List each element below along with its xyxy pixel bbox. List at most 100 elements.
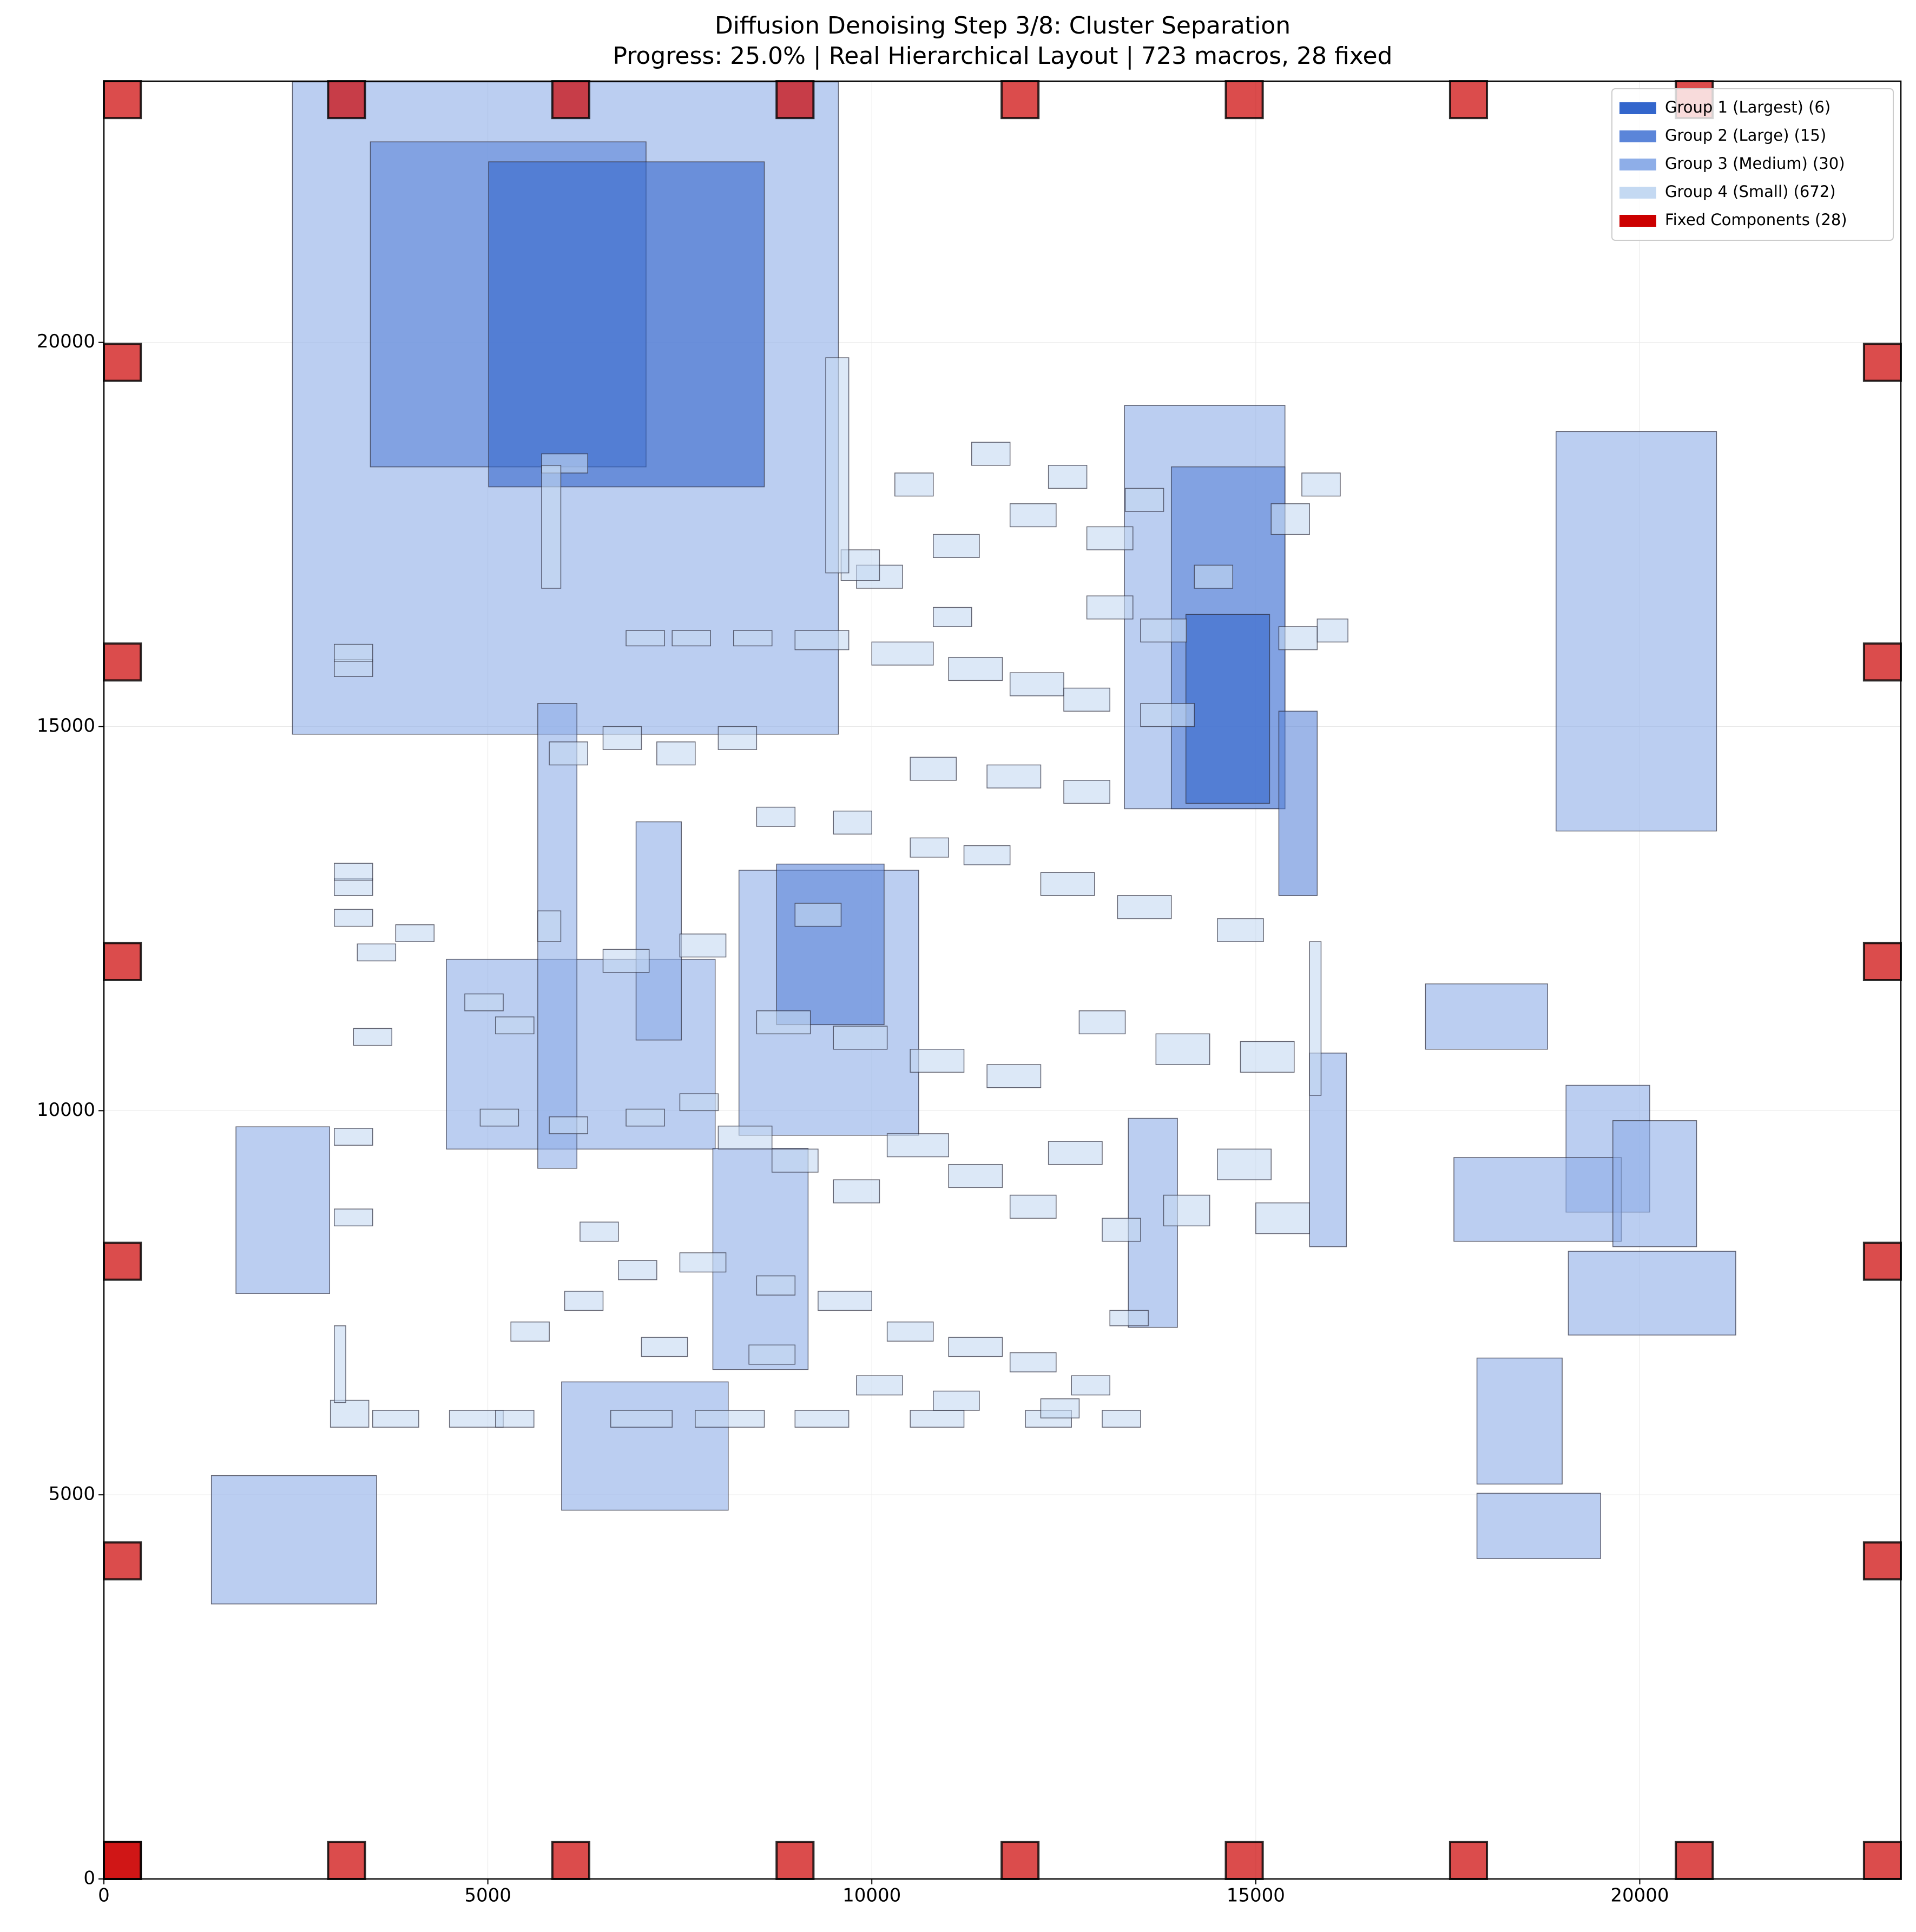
- legend-swatch: [1619, 215, 1656, 227]
- macro: [1476, 1357, 1563, 1485]
- macro: [971, 442, 1011, 466]
- fixed-component: [103, 1241, 142, 1281]
- macro: [564, 1291, 604, 1311]
- legend-box: [1611, 88, 1894, 241]
- macro: [695, 1410, 765, 1428]
- macro: [1270, 503, 1310, 535]
- macro: [626, 1108, 665, 1127]
- macro: [537, 910, 562, 942]
- macro: [1124, 488, 1164, 512]
- y-tick-label: 20000: [37, 331, 95, 352]
- macro: [1048, 1141, 1103, 1165]
- fixed-component: [775, 80, 815, 120]
- y-tick-label: 15000: [37, 715, 95, 737]
- macro: [1278, 626, 1318, 650]
- macro: [1117, 895, 1172, 919]
- fixed-component: [1862, 343, 1902, 382]
- macro: [510, 1321, 550, 1342]
- macro: [1163, 1194, 1210, 1227]
- fixed-component: [103, 642, 142, 682]
- macro: [549, 1116, 588, 1134]
- macro: [464, 993, 504, 1011]
- fixed-component: [551, 1841, 590, 1881]
- macro: [1301, 472, 1341, 497]
- macro: [353, 1028, 392, 1046]
- macro: [561, 1381, 729, 1511]
- axes-layer: 0 5000 10000 15000 20000 0 5000 10000 15000 20000: [37, 331, 1669, 1906]
- fixed-component: [1000, 80, 1040, 120]
- macro: [1568, 1251, 1736, 1336]
- macro: [771, 1148, 819, 1173]
- macro: [1240, 1041, 1295, 1073]
- x-tick-label: 0: [98, 1885, 110, 1907]
- macro: [833, 810, 872, 835]
- macro: [910, 757, 957, 781]
- macro: [756, 806, 796, 827]
- marks-layer: [103, 80, 1902, 1881]
- macro: [1009, 1352, 1057, 1372]
- macro: [626, 630, 665, 647]
- macro: [541, 465, 562, 589]
- fixed-component: [327, 1841, 366, 1881]
- fixed-component: [1862, 1541, 1902, 1581]
- macro: [948, 656, 1003, 681]
- y-tick-label: 10000: [37, 1099, 95, 1121]
- macro: [933, 1390, 980, 1411]
- macro: [635, 821, 682, 1041]
- macro: [894, 472, 934, 497]
- macro: [1040, 872, 1095, 896]
- macro: [1071, 1375, 1110, 1396]
- macro: [717, 726, 758, 750]
- macro: [1278, 711, 1318, 896]
- fixed-component: [103, 343, 142, 382]
- legend-swatch: [1619, 159, 1656, 170]
- macro: [910, 1049, 965, 1073]
- macro: [602, 726, 642, 750]
- fixed-component: [775, 1841, 815, 1881]
- macro: [334, 863, 373, 881]
- fixed-component: [1224, 80, 1264, 120]
- macro: [1217, 918, 1264, 942]
- fixed-component: [1862, 1241, 1902, 1281]
- macro: [334, 1325, 346, 1403]
- macro: [756, 1275, 796, 1296]
- macro: [794, 1410, 850, 1428]
- macro: [1040, 1398, 1080, 1418]
- macro: [1102, 1410, 1141, 1428]
- macro: [933, 607, 972, 627]
- macro: [1009, 1194, 1057, 1219]
- fixed-component: [1862, 1841, 1902, 1881]
- legend-label: Fixed Components (28): [1665, 211, 1847, 229]
- macro: [948, 1337, 1003, 1357]
- fixed-component: [1862, 942, 1902, 982]
- fixed-component: [1448, 1841, 1489, 1881]
- macro: [910, 837, 949, 858]
- fixed-component: [1675, 1841, 1714, 1881]
- macro: [986, 764, 1042, 788]
- macro: [372, 1410, 419, 1428]
- macro: [580, 1221, 619, 1242]
- y-tick-label: 0: [83, 1868, 95, 1889]
- macro: [334, 878, 373, 896]
- fixed-component: [103, 1541, 142, 1581]
- macro: [449, 1410, 504, 1428]
- x-tick-label: 20000: [1610, 1885, 1669, 1907]
- macro: [986, 1064, 1042, 1088]
- macro: [748, 1344, 796, 1365]
- macro: [1009, 672, 1064, 696]
- chart-subtitle: Progress: 25.0% | Real Hierarchical Layo…: [613, 42, 1393, 70]
- macro: [1078, 1010, 1126, 1035]
- macro: [712, 1148, 809, 1370]
- chart-title: Diffusion Denoising Step 3/8: Cluster Se…: [715, 12, 1290, 40]
- macro: [671, 630, 711, 647]
- macro: [334, 1208, 373, 1227]
- y-tick-label: 5000: [48, 1483, 95, 1505]
- plot-frame: [103, 80, 1902, 1880]
- macro: [1425, 983, 1548, 1050]
- fixed-component: [1000, 1841, 1040, 1881]
- macro: [679, 1093, 719, 1112]
- macro: [717, 1125, 773, 1150]
- macro: [1086, 595, 1134, 620]
- macro: [948, 1164, 1003, 1188]
- macro: [733, 630, 773, 647]
